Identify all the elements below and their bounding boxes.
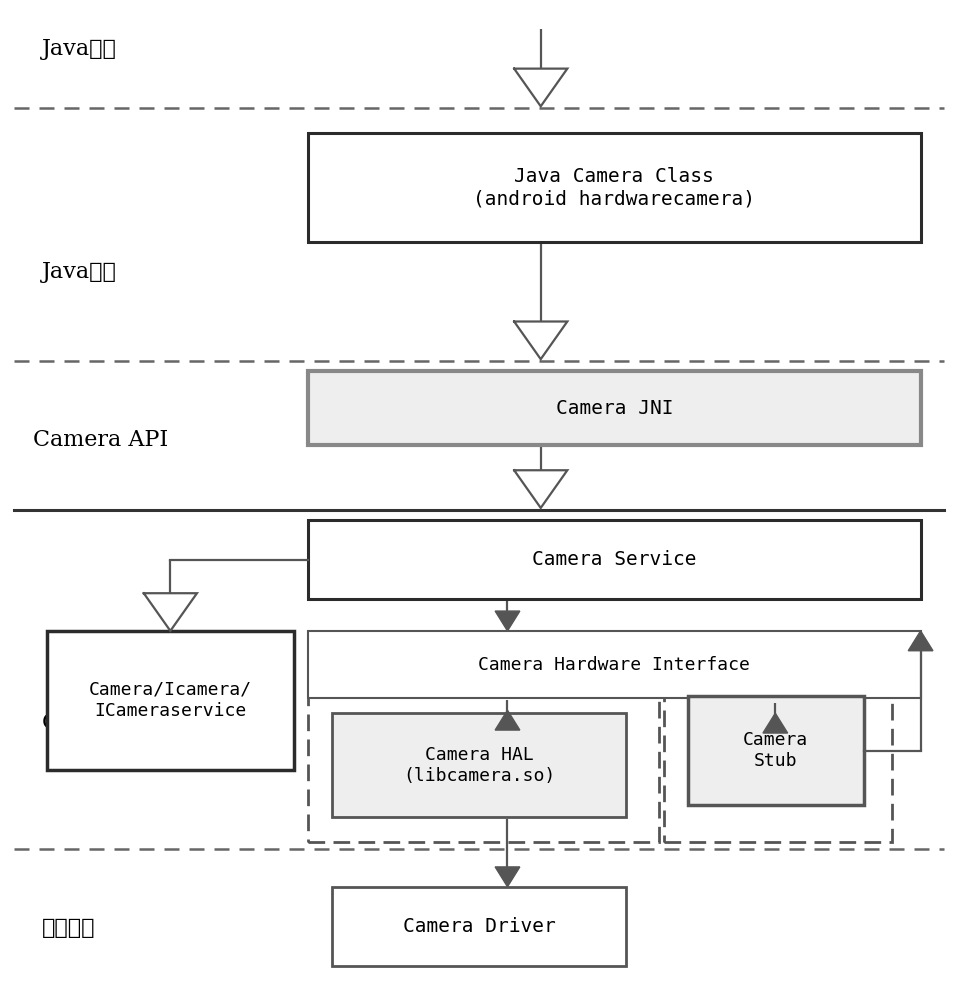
Text: Java应用: Java应用 xyxy=(42,38,117,60)
Polygon shape xyxy=(495,611,520,631)
Bar xyxy=(308,520,921,599)
Text: Camera Hardware Interface: Camera Hardware Interface xyxy=(478,656,750,674)
Text: Camera HAL
(libcamera.so): Camera HAL (libcamera.so) xyxy=(403,746,555,785)
Text: Camera
Stub: Camera Stub xyxy=(743,731,809,770)
Bar xyxy=(308,678,659,842)
Bar xyxy=(331,713,627,817)
Bar xyxy=(47,631,294,770)
Text: Camera Driver: Camera Driver xyxy=(402,917,556,936)
Polygon shape xyxy=(763,713,787,733)
Text: Java Camera Class
(android hardwarecamera): Java Camera Class (android hardwarecamer… xyxy=(473,167,755,208)
Text: C框架: C框架 xyxy=(42,712,86,734)
Text: Camera API: Camera API xyxy=(33,429,168,451)
Bar xyxy=(308,133,921,242)
Bar xyxy=(331,887,627,966)
Bar xyxy=(688,696,863,805)
Text: Camera Service: Camera Service xyxy=(532,550,696,569)
Text: Camera/Icamera/
ICameraservice: Camera/Icamera/ ICameraservice xyxy=(89,681,252,720)
Text: Camera JNI: Camera JNI xyxy=(556,399,673,418)
Text: 内核空间: 内核空间 xyxy=(42,917,96,939)
Polygon shape xyxy=(495,710,520,730)
Bar xyxy=(308,371,921,445)
Bar xyxy=(664,678,892,842)
Bar xyxy=(308,631,921,698)
Text: Java框架: Java框架 xyxy=(42,261,117,283)
Polygon shape xyxy=(908,631,933,651)
Polygon shape xyxy=(495,867,520,887)
